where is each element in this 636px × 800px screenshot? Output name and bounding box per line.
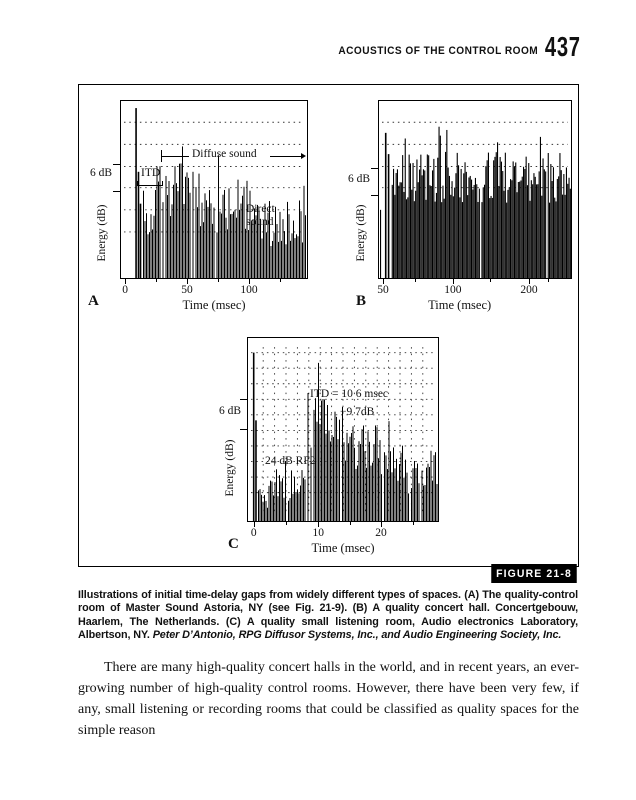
itd-bracket-tick-right	[162, 181, 163, 186]
panel-letter-b: B	[356, 293, 367, 309]
y-ref-label: 6 dB	[218, 405, 241, 417]
x-tick-label: 20	[375, 527, 387, 539]
echogram-plot	[124, 108, 306, 278]
diffuse-bracket-line-left	[161, 156, 189, 157]
level-annotation: −9 7dB	[340, 406, 375, 418]
direct-sound-annotation: Direct sound	[246, 203, 275, 228]
x-axis-label: Time (msec)	[182, 298, 246, 312]
y-axis-label: Energy (dB)	[224, 439, 236, 497]
x-minor-tick	[349, 521, 351, 525]
y-ref-label: 6 dB	[347, 173, 370, 185]
y-axis-label: Energy (dB)	[355, 204, 367, 262]
rf2-annotation: 24 dB RF2	[265, 455, 316, 467]
y-ref-label: 6 dB	[89, 167, 112, 179]
y-axis-label: Energy (dB)	[96, 204, 108, 262]
y-ref-tick	[371, 168, 379, 170]
x-tick-label: 50	[377, 284, 389, 296]
y-ref-tick	[240, 428, 248, 430]
diffuse-sound-annotation: Diffuse sound	[192, 148, 257, 160]
y-ref-tick	[113, 190, 121, 192]
x-axis-label: Time (msec)	[428, 298, 492, 312]
x-minor-tick	[155, 278, 157, 282]
y-ref-tick	[113, 164, 121, 165]
x-tick	[318, 521, 320, 527]
x-minor-tick	[490, 278, 492, 282]
itd-annotation: ITD	[141, 167, 161, 179]
x-minor-tick	[280, 278, 282, 282]
diffuse-bracket-line-right	[270, 156, 301, 157]
x-tick	[381, 521, 382, 527]
panel-letter-a: A	[88, 293, 99, 309]
diffuse-arrow-icon	[301, 153, 306, 159]
panel-letter-c: C	[228, 536, 239, 552]
x-tick	[253, 521, 255, 527]
echogram-plot	[251, 347, 438, 521]
body-paragraph: There are many high-quality concert hall…	[78, 660, 579, 738]
x-tick-label: 50	[181, 284, 193, 296]
x-axis-label: Time (msec)	[311, 541, 375, 555]
figure-caption: Illustrations of initial time-delay gaps…	[78, 589, 578, 643]
x-minor-tick	[286, 521, 287, 525]
itd-bracket-line	[137, 185, 162, 186]
y-ref-tick	[371, 194, 379, 196]
x-tick	[383, 278, 385, 284]
x-tick	[187, 278, 189, 284]
echogram-plot	[380, 121, 571, 278]
x-tick	[528, 278, 530, 284]
page-number: 437	[545, 31, 581, 62]
x-tick-label: 100	[444, 284, 462, 296]
echogram-panel-c: ITD = 10 6 msec −9 7dB 24 dB RF2 Time (m…	[240, 337, 439, 555]
x-tick-label: 200	[520, 284, 538, 296]
x-minor-tick	[547, 278, 549, 282]
itd-value-annotation: ITD = 10 6 msec	[310, 388, 389, 400]
figure-caption-main: Illustrations of initial time-delay gaps…	[78, 589, 578, 642]
x-tick-label: 0	[122, 284, 128, 296]
echogram-panel-b: Time (msec) 50 100 200	[371, 100, 572, 312]
echogram-panel-a: Direct sound Diffuse sound ITD Time (mse…	[113, 100, 308, 312]
figure-number-badge: FIGURE 21-8	[491, 564, 577, 583]
y-ref-tick	[240, 398, 248, 400]
x-tick	[125, 278, 127, 284]
x-minor-tick	[413, 521, 415, 525]
x-tick-label: 10	[312, 527, 325, 539]
itd-bracket-tick-left	[137, 181, 138, 186]
figure-caption-credit: Peter D’Antonio, RPG Diffusor Systems, I…	[152, 629, 562, 642]
x-minor-tick	[415, 278, 417, 282]
x-tick-label: 100	[240, 284, 258, 296]
running-header-title: ACOUSTICS OF THE CONTROL ROOM	[338, 45, 538, 57]
x-tick	[452, 278, 454, 284]
x-tick-label: 0	[250, 527, 257, 539]
x-tick	[248, 278, 250, 284]
figure-frame	[78, 84, 579, 567]
x-minor-tick	[218, 278, 220, 282]
